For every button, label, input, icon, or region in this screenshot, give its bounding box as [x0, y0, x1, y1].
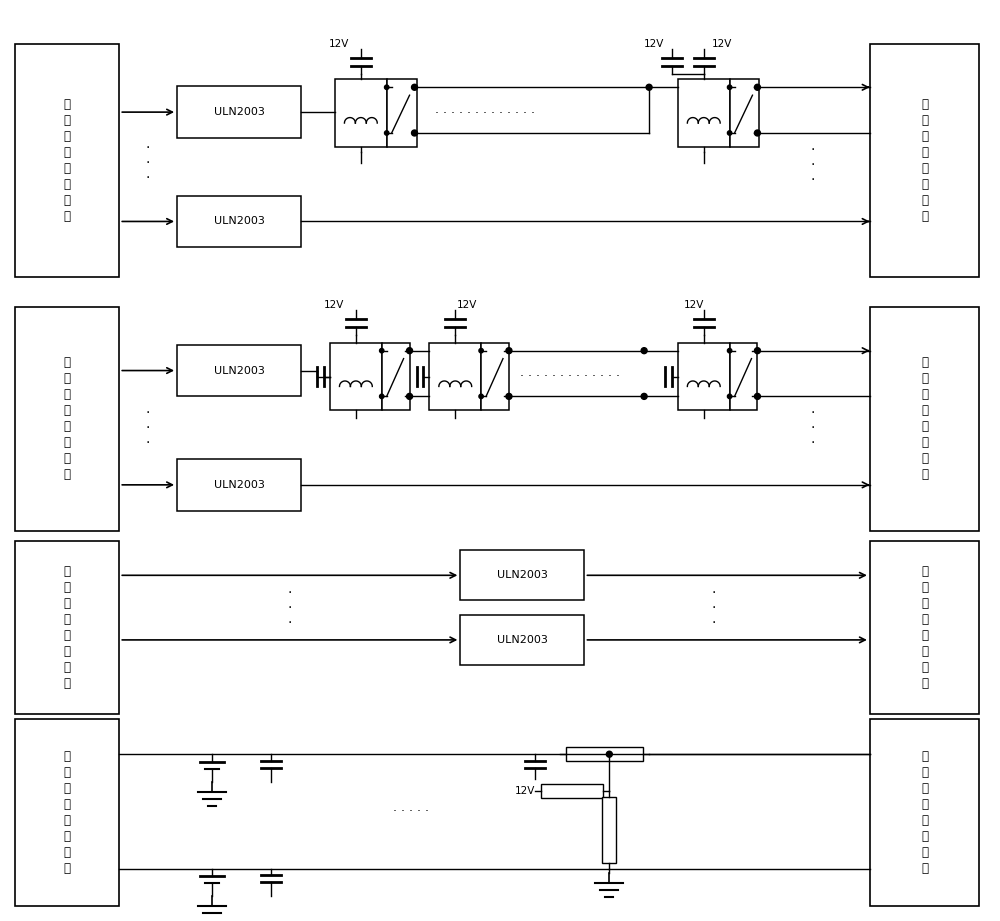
Circle shape	[407, 348, 412, 353]
Text: 12V: 12V	[711, 40, 732, 50]
Bar	[870, 719, 979, 906]
Text: ULN2003: ULN2003	[214, 107, 265, 117]
Bar	[177, 459, 301, 511]
Circle shape	[641, 393, 647, 400]
Bar	[730, 79, 759, 147]
Text: ULN2003: ULN2003	[214, 216, 265, 227]
Circle shape	[380, 394, 384, 399]
Text: ·
·
·: · · ·	[287, 586, 291, 630]
Text: ·
·
·: · · ·	[811, 406, 815, 450]
Circle shape	[727, 85, 732, 89]
Bar	[15, 719, 119, 906]
Text: 驱
动
反
馈
输
入
接
口: 驱 动 反 馈 输 入 接 口	[921, 751, 928, 875]
Circle shape	[479, 394, 483, 399]
Circle shape	[507, 348, 511, 353]
Text: ·
·
·: · · ·	[146, 141, 150, 185]
Circle shape	[727, 394, 732, 399]
Text: 12V: 12V	[457, 300, 477, 309]
Circle shape	[641, 348, 647, 354]
Text: ULN2003: ULN2003	[497, 635, 548, 645]
Circle shape	[412, 131, 417, 135]
Circle shape	[754, 130, 760, 136]
Bar	[330, 343, 382, 410]
Bar	[460, 615, 584, 665]
Circle shape	[755, 348, 760, 353]
Bar	[602, 797, 616, 863]
Circle shape	[507, 394, 511, 399]
Circle shape	[754, 85, 760, 90]
Circle shape	[755, 85, 760, 89]
Text: 12V: 12V	[324, 300, 344, 309]
Circle shape	[412, 85, 418, 90]
Circle shape	[606, 752, 612, 757]
Text: ·
·
·: · · ·	[811, 143, 815, 187]
Circle shape	[412, 85, 417, 89]
Circle shape	[754, 348, 760, 354]
Circle shape	[755, 131, 760, 135]
Bar	[730, 343, 757, 410]
Bar	[335, 79, 387, 147]
Text: ·
·
·: · · ·	[712, 586, 716, 630]
Bar	[460, 551, 584, 600]
Bar	[566, 747, 643, 761]
Text: 开
关
信
号
输
出
接
口: 开 关 信 号 输 出 接 口	[921, 98, 928, 223]
Circle shape	[407, 348, 413, 354]
Bar	[678, 343, 730, 410]
Text: ULN2003: ULN2003	[214, 480, 265, 490]
Circle shape	[646, 85, 652, 90]
Bar	[429, 343, 481, 410]
Bar	[541, 784, 603, 798]
Circle shape	[479, 348, 483, 353]
Circle shape	[385, 85, 389, 89]
Bar	[870, 541, 979, 715]
Circle shape	[727, 348, 732, 353]
Circle shape	[412, 130, 418, 136]
Bar	[177, 344, 301, 396]
Text: ULN2003: ULN2003	[214, 366, 265, 376]
Text: 驱
动
反
馈
输
出
接
口: 驱 动 反 馈 输 出 接 口	[64, 751, 71, 875]
Bar	[382, 343, 410, 410]
Bar	[177, 195, 301, 248]
Bar	[15, 43, 119, 277]
Text: 12V: 12V	[514, 786, 535, 796]
Circle shape	[755, 394, 760, 399]
Circle shape	[754, 393, 760, 400]
Text: ULN2003: ULN2003	[497, 570, 548, 580]
Circle shape	[380, 348, 384, 353]
Text: 脉
冲
信
号
控
制
接
口: 脉 冲 信 号 控 制 接 口	[64, 565, 71, 690]
Text: · · · · · · · · · · · · ·: · · · · · · · · · · · · ·	[520, 370, 620, 383]
Text: · · · · · · · · · · · · ·: · · · · · · · · · · · · ·	[435, 107, 535, 120]
Circle shape	[407, 393, 413, 400]
Text: 12V: 12V	[329, 40, 349, 50]
Circle shape	[407, 394, 412, 399]
Text: 模
拟
信
号
控
制
接
口: 模 拟 信 号 控 制 接 口	[64, 356, 71, 482]
Bar	[15, 307, 119, 530]
Text: 模
拟
信
号
输
出
接
口: 模 拟 信 号 输 出 接 口	[921, 356, 928, 482]
Circle shape	[506, 393, 512, 400]
Bar	[15, 541, 119, 715]
Circle shape	[506, 348, 512, 354]
Text: 12V: 12V	[644, 40, 664, 50]
Bar	[870, 307, 979, 530]
Bar	[177, 87, 301, 138]
Bar	[481, 343, 509, 410]
Circle shape	[727, 131, 732, 135]
Circle shape	[385, 131, 389, 135]
Text: · · · · ·: · · · · ·	[393, 805, 429, 818]
Text: 开
关
信
号
控
制
接
口: 开 关 信 号 控 制 接 口	[64, 98, 71, 223]
Text: 脉
冲
信
号
输
出
接
口: 脉 冲 信 号 输 出 接 口	[921, 565, 928, 690]
Bar	[387, 79, 417, 147]
Bar	[678, 79, 730, 147]
Text: ·
·
·: · · ·	[146, 406, 150, 450]
Text: 12V: 12V	[684, 300, 704, 309]
Bar	[870, 43, 979, 277]
